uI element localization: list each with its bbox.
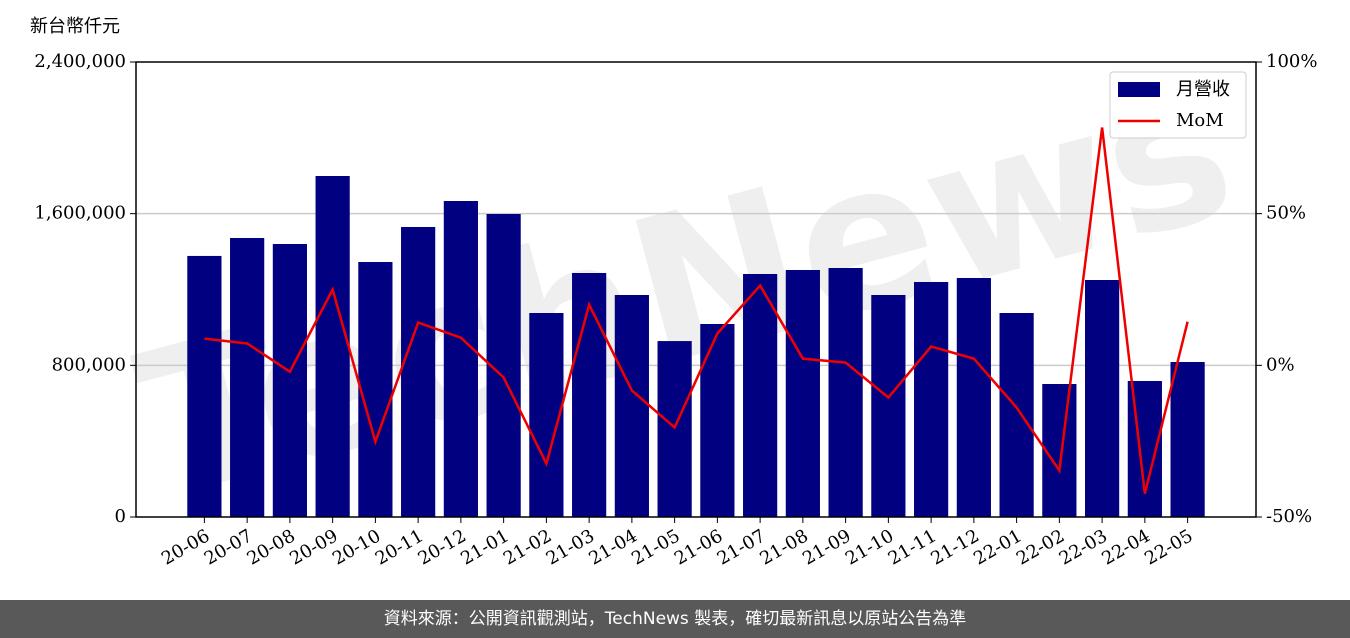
bar — [956, 277, 991, 517]
footer: 資料來源：公開資訊觀測站，TechNews 製表，確切最新訊息以原站公告為準 — [384, 609, 966, 629]
bar — [1042, 384, 1077, 517]
x-tick-label: 21-06 — [671, 525, 726, 569]
y2-tick-label: 50% — [1266, 203, 1306, 224]
y-axis-label: 新台幣仟元 — [30, 16, 120, 37]
y-tick-label: 800,000 — [52, 354, 126, 375]
x-tick-label: 21-03 — [543, 525, 598, 569]
x-tick-label: 21-10 — [842, 525, 897, 569]
x-tick-label: 22-02 — [1013, 525, 1068, 569]
y2-tick-label: -50% — [1266, 506, 1312, 527]
y-tick-label: 2,400,000 — [34, 51, 126, 72]
footer-band — [0, 600, 1350, 638]
x-tick-label: 21-12 — [927, 525, 982, 569]
y-tick-label: 1,600,000 — [34, 203, 126, 224]
x-tick-label: 22-04 — [1098, 525, 1153, 569]
plot-frame — [135, 61, 1257, 518]
x-tick-label: 21-07 — [714, 525, 769, 569]
bar — [572, 273, 607, 517]
x-tick-label: 22-01 — [970, 525, 1025, 569]
bar — [743, 273, 778, 517]
bar — [1170, 361, 1205, 517]
bar — [700, 324, 735, 517]
bar — [914, 281, 949, 517]
bar — [358, 262, 393, 517]
y2-tick-label: 100% — [1266, 51, 1317, 72]
x-tick-label: 21-09 — [799, 525, 854, 569]
bar — [999, 313, 1034, 517]
x-tick-label: 21-11 — [885, 525, 940, 569]
x-tick-label: 21-05 — [628, 525, 683, 569]
bar — [828, 268, 863, 517]
x-tick-label: 20-10 — [329, 525, 384, 569]
bar — [529, 313, 564, 517]
x-tick-label: 21-02 — [500, 525, 555, 569]
x-tick-label: 20-08 — [243, 525, 298, 569]
bar — [443, 201, 478, 517]
x-tick-label: 22-05 — [1141, 525, 1196, 569]
bar — [1085, 280, 1120, 517]
y2-tick-label: 0% — [1266, 354, 1295, 375]
y-tick-label: 0 — [115, 506, 126, 527]
bar — [315, 175, 350, 517]
bar — [401, 226, 436, 517]
x-tick-label: 20-09 — [286, 525, 341, 569]
bar — [187, 255, 222, 517]
line — [204, 127, 1189, 494]
x-tick-label: 21-04 — [585, 525, 640, 569]
legend-label: 月營收 — [1176, 79, 1230, 100]
bar — [614, 294, 649, 517]
legend-swatch — [1118, 82, 1160, 97]
x-tick-label: 20-12 — [414, 525, 469, 569]
bar — [272, 244, 307, 517]
bar — [871, 294, 906, 517]
legend-label: MoM — [1176, 110, 1224, 131]
bar — [785, 269, 820, 517]
x-tick-label: 20-11 — [372, 525, 427, 569]
bar — [230, 238, 265, 518]
x-tick-label: 21-01 — [457, 525, 512, 569]
x-tick-label: 22-03 — [1056, 525, 1111, 569]
x-tick-label: 21-08 — [756, 525, 811, 569]
